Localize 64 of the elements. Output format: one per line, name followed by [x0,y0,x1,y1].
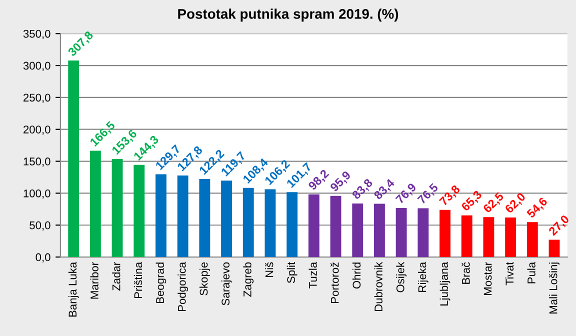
data-label: 83,8 [351,178,374,201]
x-tick-label: Mali Lošinj [549,262,560,314]
y-tick-label: 300,0 [23,62,50,71]
bar [242,188,254,258]
x-tick-label: Ohrid [352,262,361,289]
bar [483,217,494,258]
chart-title: Postotak putnika spram 2019. (%) [178,8,398,22]
data-label: 76,9 [395,182,418,206]
data-label: 62,5 [482,192,506,214]
bar [505,217,516,258]
bar [548,240,560,258]
bar [330,196,342,258]
x-tick-label: Portorož [330,262,339,303]
bar [352,204,364,258]
bar [156,174,166,258]
x-tick-label: Mostar [484,262,492,295]
y-tick-label: 50,0 [30,221,50,231]
bar [90,150,101,258]
x-tick-label: Split [286,262,298,284]
data-label: 62,0 [504,192,528,215]
data-label: 83,4 [373,178,396,202]
x-tick-label: Beograd [156,262,166,303]
x-tick-label: Tivat [505,262,514,286]
bar [440,210,450,258]
bar [396,208,407,258]
x-tick-label: Ljubljana [440,262,450,306]
x-tick-label: Skopje [200,262,210,296]
data-label: 73,8 [438,184,462,208]
bar [461,215,472,258]
bar [374,204,385,258]
x-tick-label: Priština [134,262,142,298]
y-tick-label: 250,0 [24,94,50,103]
x-tick-label: Pula [527,262,536,284]
x-tick-label: Osijek [396,262,406,292]
bar [177,175,188,258]
x-tick-label: Maribor [90,262,98,299]
y-tick-label: 0,0 [36,253,50,262]
bar [221,180,232,258]
bar [286,192,298,258]
x-tick-label: Banja Luka [68,262,79,317]
bar [264,189,276,258]
bar [526,222,538,258]
x-tick-label: Rijeka [418,262,428,292]
x-tick-label: Tuzla [308,262,317,288]
y-tick-label: 150,0 [24,158,50,167]
x-tick-label: Sarajevo [221,262,232,306]
data-label: 54,6 [526,196,549,220]
bar [199,179,210,258]
bar [308,194,320,258]
x-tick-label: Podgorica [178,262,188,312]
bar [134,164,145,258]
data-label: 65,3 [460,190,484,213]
data-label: 95,9 [330,170,352,194]
bar [68,60,80,258]
y-tick-label: 200,0 [24,126,50,135]
x-tick-label: Zagreb [243,262,254,297]
bar [112,158,123,258]
x-tick-label: Niš [265,262,274,278]
bar [418,208,429,258]
y-tick-label: 350,0 [23,30,50,40]
x-tick-label: Dubrovnik [374,262,382,312]
x-tick-label: Brač [462,262,470,284]
x-tick-label: Zadar [112,262,120,291]
y-tick-label: 100,0 [24,189,50,199]
